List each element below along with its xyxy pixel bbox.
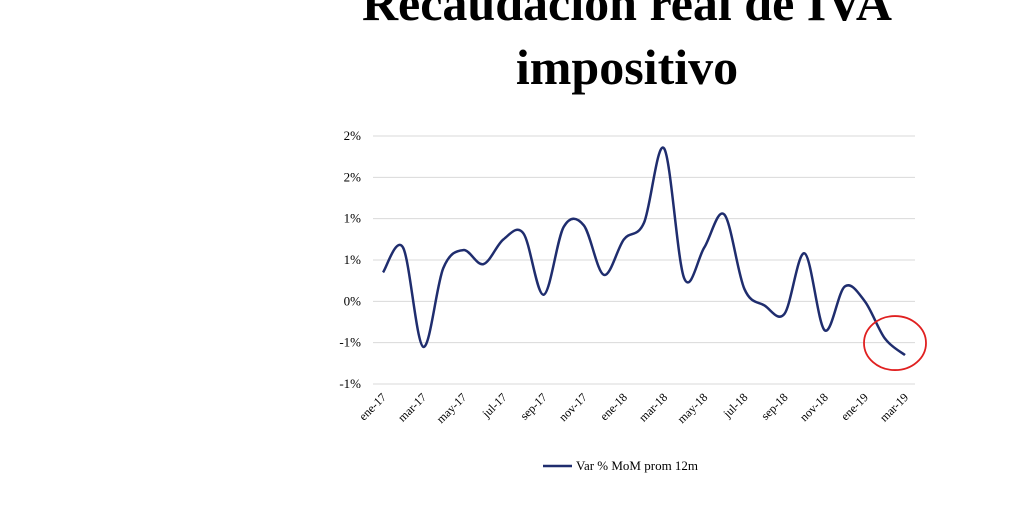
x-tick-label: sep-17 bbox=[517, 390, 550, 423]
x-tick-label: jul-18 bbox=[720, 390, 751, 421]
y-tick-label: 1% bbox=[344, 211, 362, 226]
x-tick-label: sep-18 bbox=[758, 390, 791, 423]
y-tick-label: 2% bbox=[344, 169, 362, 184]
legend-label: Var % MoM prom 12m bbox=[576, 458, 698, 473]
y-tick-label: -1% bbox=[339, 335, 361, 350]
y-tick-label: 1% bbox=[344, 252, 362, 267]
y-tick-label: -1% bbox=[339, 376, 361, 391]
x-tick-label: nov-18 bbox=[797, 390, 831, 424]
chart-title-line-1: Recaudación real de IVA bbox=[361, 0, 893, 31]
x-tick-label: may-18 bbox=[675, 390, 711, 426]
highlight-circle bbox=[863, 315, 927, 371]
chart-title-line-2: impositivo bbox=[515, 39, 739, 95]
x-tick-label: may-17 bbox=[434, 390, 470, 426]
series-line-var-mom bbox=[381, 146, 906, 357]
x-tick-label: nov-17 bbox=[556, 390, 590, 424]
x-tick-label: ene-19 bbox=[838, 390, 871, 423]
x-tick-label: mar-17 bbox=[395, 390, 429, 424]
x-tick-label: ene-17 bbox=[356, 390, 389, 423]
x-tick-label: mar-19 bbox=[877, 390, 911, 424]
y-tick-label: 2% bbox=[344, 128, 362, 143]
x-tick-label: jul-17 bbox=[479, 390, 510, 421]
x-tick-label: mar-18 bbox=[636, 390, 670, 424]
y-tick-label: 0% bbox=[344, 293, 362, 308]
x-tick-label: ene-18 bbox=[597, 390, 630, 423]
